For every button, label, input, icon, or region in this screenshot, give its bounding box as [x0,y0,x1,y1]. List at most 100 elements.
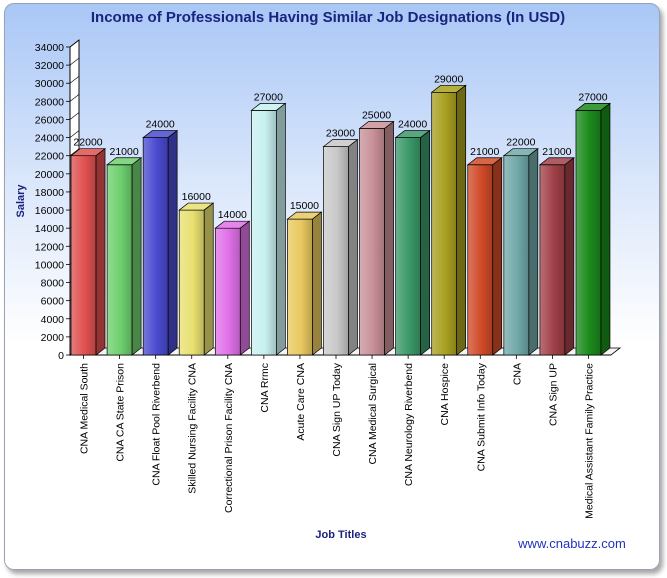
value-label: 21000 [542,146,571,158]
bar [502,147,539,356]
bar-front [70,155,97,356]
chart-title: Income of Professionals Having Similar J… [91,9,565,26]
value-label: 22000 [506,137,535,149]
bar [178,202,215,356]
value-label: 21000 [470,146,499,158]
bar-side [456,84,467,356]
y-tick-label: 28000 [35,96,64,108]
bar [142,129,179,356]
bar-side [276,102,286,356]
y-tick-wall-line [69,94,80,102]
y-tick-label: 14000 [35,223,64,235]
bar [574,102,611,356]
bar-front [142,137,169,356]
bar [250,102,287,356]
bar-side [528,147,539,356]
watermark-text: www.cnabuzz.com [517,536,626,551]
bar-front [214,227,241,356]
y-tick-wall-line [69,75,80,84]
bar [394,129,431,356]
value-label: 21000 [109,146,138,158]
bar [70,147,107,356]
bar-side [420,129,430,356]
value-label: 27000 [254,91,283,103]
bar-side [312,211,322,356]
bar-front [431,91,458,356]
bar [106,157,143,356]
value-label: 22000 [73,137,102,149]
bar-side [348,138,358,356]
value-label: 27000 [578,91,607,103]
value-label: 25000 [362,110,391,122]
category-label: CNA Float Pool Riverbend [151,363,163,486]
bar-front [539,164,566,356]
bar-side [131,157,142,356]
category-label: Medical Assistant Family Practice [583,363,595,519]
category-label: CNA Neurology Riverbend [403,363,415,486]
bar-front [178,209,205,356]
x-axis-title: Job Titles [315,529,366,541]
y-tick-label: 6000 [41,296,65,308]
y-tick-label: 30000 [35,78,64,90]
category-labels: CNA Medical South CNA CA State Prison CNA … [79,362,596,519]
bar-front [395,137,421,356]
bar-side [203,202,214,356]
y-tick-label: 26000 [35,114,64,126]
category-label: CNA CA State Prison [115,363,127,462]
category-label: Acute Care CNA [295,363,307,441]
y-tick-wall-line [69,39,80,48]
y-tick-wall-line [69,130,80,138]
bar [538,157,575,356]
y-tick-wall-line [69,57,80,66]
category-label: Correctional Prison Facility CNA [223,363,235,513]
y-tick-label: 12000 [35,241,64,253]
y-tick-label: 0 [58,350,64,362]
y-tick-wall-line [69,112,80,120]
bar-side [95,147,106,356]
y-tick-label: 4000 [41,314,65,326]
category-label: CNA [511,363,523,385]
category-label: CNA Sign UP Today [331,362,343,456]
y-tick-label: 32000 [35,60,64,72]
bar-front [467,164,494,356]
bar-front [287,218,313,356]
bar-side [564,157,575,356]
category-label: CNA Medical South [79,363,91,454]
category-label: CNA Medical Surgical [367,363,379,465]
bar-front [251,110,277,356]
bar [466,157,503,356]
category-label: CNA Hospice [439,363,451,426]
bar-side [384,120,394,356]
y-tick-label: 24000 [35,133,64,145]
y-tick-label: 22000 [35,151,64,163]
y-tick-wall-line [69,148,80,156]
category-label: CNA Sign UP [547,363,559,426]
bar-front [323,146,349,356]
value-label: 15000 [290,200,319,212]
category-label: CNA Rrmc [259,363,271,413]
y-tick-label: 16000 [35,205,64,217]
bar-side [167,129,178,356]
value-label: 23000 [326,128,355,140]
value-label: 24000 [146,119,175,131]
bars [70,84,611,356]
bar [286,211,323,356]
bar-front [575,110,602,356]
bar-side [492,157,503,356]
y-tick-label: 10000 [35,259,64,271]
category-label: CNA Submit Info Today [475,362,487,471]
value-labels: 22000 21000 24000 16000 14000 27000 15000 23000… [73,73,607,221]
value-label: 16000 [182,191,211,203]
y-tick-label: 2000 [41,332,65,344]
y-axis-title: Salary [15,184,27,218]
y-tick-label: 20000 [35,169,64,181]
bar-front [359,128,385,356]
value-label: 29000 [434,73,463,85]
y-tick-label: 18000 [35,187,64,199]
bar-front [106,164,133,356]
value-label: 24000 [398,119,427,131]
bar [214,220,251,356]
bar [358,120,395,356]
bar [430,84,467,356]
